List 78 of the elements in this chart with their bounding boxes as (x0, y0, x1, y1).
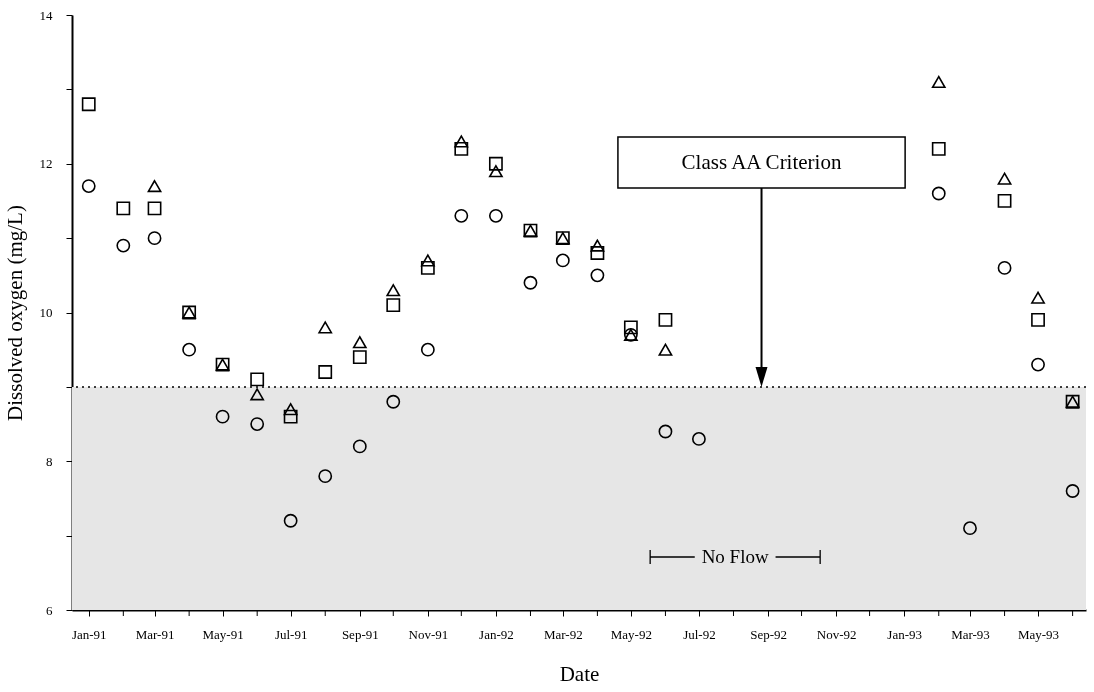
point (250, 372, 265, 387)
y-tick-label: 14 (39, 7, 53, 23)
point (283, 403, 298, 416)
point (454, 135, 469, 148)
point (488, 165, 503, 178)
point (116, 201, 131, 216)
point (116, 238, 131, 253)
point (420, 342, 435, 357)
point (386, 298, 401, 312)
ref-line-label: Class AA Criterion (681, 150, 842, 174)
x-tick-label: Sep-92 (750, 626, 787, 642)
point (658, 424, 673, 439)
point (420, 254, 435, 267)
point (1065, 484, 1080, 498)
x-tick-label: May-92 (610, 626, 652, 642)
x-tick-label: May-91 (202, 626, 244, 642)
point (658, 343, 673, 356)
point (997, 194, 1012, 208)
x-tick-label: Jan-93 (887, 626, 923, 642)
point (523, 275, 538, 290)
point (623, 320, 638, 335)
point (215, 409, 230, 424)
point (250, 388, 265, 401)
point (352, 336, 367, 349)
point (590, 246, 605, 260)
point (283, 409, 298, 424)
point (147, 231, 162, 246)
x-tick-label: Jan-92 (479, 626, 514, 642)
point (81, 97, 96, 112)
point (1031, 313, 1045, 327)
point (1031, 357, 1045, 372)
annotation: No Flow (701, 546, 769, 567)
x-tick-label: Jan-91 (71, 626, 107, 642)
point (386, 284, 401, 297)
x-tick-label: Mar-91 (135, 626, 175, 642)
point (352, 350, 367, 365)
point (318, 321, 333, 334)
y-tick-label: 10 (39, 305, 53, 320)
point (931, 186, 946, 201)
point (147, 179, 162, 193)
point (1031, 291, 1045, 304)
point (931, 75, 946, 89)
point (590, 268, 605, 283)
x-tick-label: Jul-91 (274, 626, 308, 642)
x-tick-label: Mar-93 (951, 626, 990, 642)
x-tick-label: May-93 (1017, 626, 1060, 642)
x-tick-label: Nov-91 (408, 626, 449, 642)
point (488, 156, 503, 171)
point (454, 208, 469, 223)
point (318, 469, 333, 484)
point (931, 141, 946, 156)
x-tick-label: Jul-92 (683, 626, 716, 642)
point (691, 432, 706, 446)
point (250, 417, 265, 431)
point (488, 208, 503, 223)
point (454, 141, 469, 156)
point (997, 172, 1012, 185)
point (147, 201, 162, 216)
point (997, 260, 1012, 275)
y-tick-label: 12 (39, 156, 53, 172)
y-tick-label: 8 (46, 453, 53, 469)
point (182, 342, 197, 357)
x-tick-label: Mar-92 (543, 626, 583, 642)
point (590, 239, 605, 252)
y-tick-label: 6 (46, 602, 53, 618)
point (318, 365, 333, 379)
point (420, 260, 435, 275)
point (555, 253, 570, 268)
point (386, 394, 401, 409)
y-axis-title: Dissolved oxygen (mg/L) (2, 205, 27, 421)
point (352, 439, 367, 454)
point (963, 521, 977, 536)
point (81, 179, 96, 193)
x-tick-label: Nov-92 (816, 626, 857, 642)
x-axis-title: Date (559, 661, 600, 686)
point (658, 313, 673, 327)
x-tick-label: Sep-91 (341, 626, 379, 642)
point (283, 513, 298, 528)
